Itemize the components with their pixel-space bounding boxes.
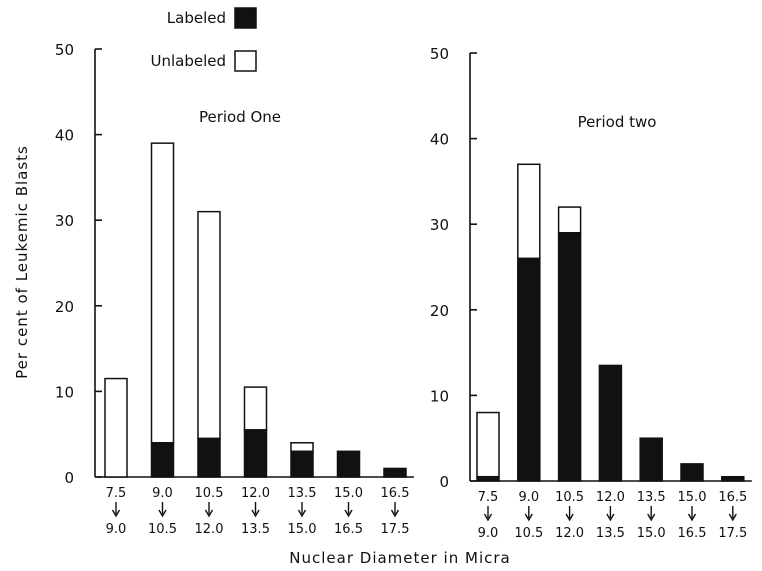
bar-unlabeled [197,210,221,440]
y-tick-label: 50 [55,41,74,59]
bar-labeled [150,442,175,478]
bar-labeled [517,257,541,482]
y-tick-label: 0 [64,469,74,487]
bar-labeled [476,475,500,482]
x-tick-arrow-head [390,509,400,518]
x-tick-label-to: 16.5 [334,522,363,537]
y-tick-label: 10 [55,383,74,401]
panel-title: Period two [578,113,657,131]
y-tick-label: 20 [430,302,449,320]
x-tick-label-to: 9.0 [478,526,499,541]
x-tick-arrow-head [565,513,574,522]
legend-labeled-swatch [234,7,257,29]
bar-labeled [721,475,745,482]
legend-labeled-label: Labeled [167,9,226,27]
x-tick-label-to: 17.5 [718,526,747,541]
x-tick-arrow-head [606,513,615,522]
x-tick-label-from: 15.0 [678,490,707,505]
x-tick-arrow-head [297,509,307,518]
bar-labeled [197,437,221,478]
bar-labeled [243,429,268,478]
bar-unlabeled [243,386,268,431]
bar-labeled [383,467,407,478]
y-tick-label: 30 [55,212,74,230]
bar-unlabeled [517,163,541,260]
x-tick-label-from: 7.5 [106,486,127,501]
x-tick-label-from: 13.5 [288,486,317,501]
panel-title: Period One [199,108,281,126]
bar-unlabeled [476,411,500,478]
y-tick-label: 0 [439,473,449,491]
x-tick-label-from: 7.5 [478,490,499,505]
bar-unlabeled [557,206,582,234]
y-tick-label: 10 [430,387,449,405]
x-tick-label-to: 15.0 [288,522,317,537]
x-tick-label-to: 9.0 [106,522,127,537]
legend-unlabeled-swatch [234,50,257,72]
x-tick-arrow-head [647,513,656,522]
x-tick-arrow-head [483,513,493,522]
bar-labeled [336,450,361,478]
x-tick-label-to: 15.0 [637,526,666,541]
x-tick-label-from: 10.5 [195,486,224,501]
x-tick-label-from: 12.0 [241,486,270,501]
bar-unlabeled [150,142,175,444]
x-tick-arrow-head [158,509,167,518]
x-tick-label-to: 12.0 [195,522,224,537]
chart-panel-period-two: Period two 0 10 20 30 40 50 7.5 9.0 9.0 10.5 10.5 12… [430,45,752,541]
y-axis-title: Per cent of Leukemic Blasts [13,145,31,379]
legend-unlabeled-label: Unlabeled [150,52,226,70]
x-tick-label-to: 12.0 [555,526,584,541]
x-axis-title: Nuclear Diameter in Micra [289,549,510,567]
x-tick-arrow-head [111,509,121,518]
bar-labeled [680,463,704,482]
bar-labeled [639,437,663,482]
x-tick-label-to: 13.5 [241,522,270,537]
bar-unlabeled [104,377,128,478]
y-tick-label: 50 [430,45,449,63]
x-tick-label-from: 9.0 [152,486,173,501]
x-tick-arrow-head [728,513,737,522]
bar-unlabeled [290,442,314,453]
x-tick-arrow-head [204,509,214,518]
y-tick-label: 40 [55,127,74,145]
x-tick-label-from: 16.5 [381,486,410,501]
x-tick-label-from: 12.0 [596,490,625,505]
x-tick-label-from: 10.5 [555,490,584,505]
bar-labeled [598,364,623,482]
x-tick-label-from: 16.5 [718,490,747,505]
bar-labeled [557,232,582,482]
x-tick-label-from: 13.5 [637,490,666,505]
x-tick-label-to: 13.5 [596,526,625,541]
y-tick-label: 40 [430,131,449,149]
x-tick-label-from: 15.0 [334,486,363,501]
x-tick-label-from: 9.0 [518,490,539,505]
x-tick-arrow-head [687,513,697,522]
x-tick-label-to: 10.5 [148,522,177,537]
x-tick-arrow-head [251,509,260,518]
x-tick-label-to: 10.5 [514,526,543,541]
y-tick-label: 20 [55,298,74,316]
x-tick-arrow-head [344,509,353,518]
y-tick-label: 30 [430,216,449,234]
bar-labeled [290,450,314,478]
x-tick-arrow-head [524,513,533,522]
x-tick-label-to: 16.5 [678,526,707,541]
chart-panel-period-one: Period One 0 10 20 30 40 50 7.5 9.0 9.0 10.5 10.5 12… [55,41,414,537]
x-tick-label-to: 17.5 [381,522,410,537]
legend: Labeled Unlabeled [150,7,257,72]
